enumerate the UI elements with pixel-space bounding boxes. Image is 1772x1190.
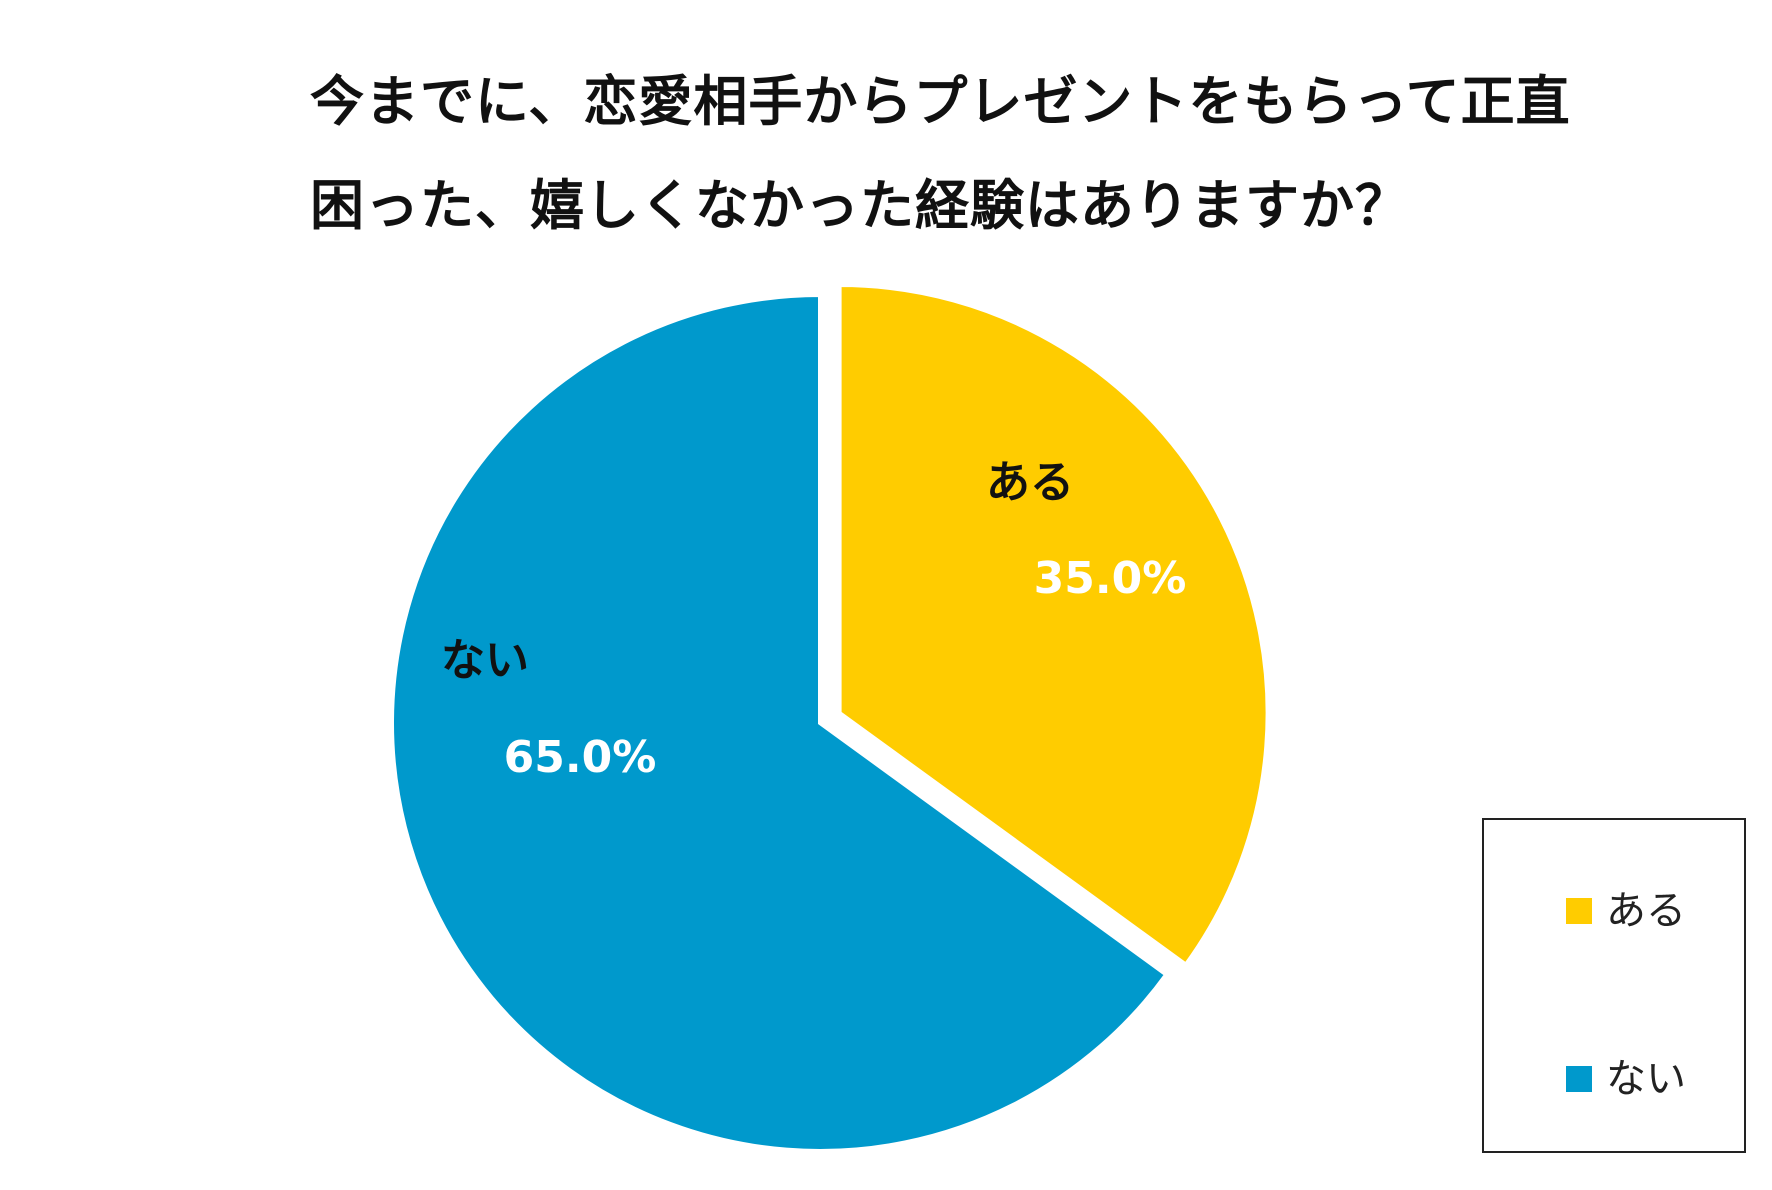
legend-label-aru: ある <box>1606 888 1686 934</box>
chart-title: 今までに、恋愛相手からプレゼントをもらって正直 困った、嬉しくなかった経験はあり… <box>310 50 1610 258</box>
legend-swatch-nai <box>1566 1066 1592 1092</box>
pie-slice-nai <box>390 292 1170 1153</box>
chart-title-line-1: 今までに、恋愛相手からプレゼントをもらって正直 <box>310 70 1571 133</box>
slice-label-aru: ある <box>986 457 1074 508</box>
chart-title-line-2: 困った、嬉しくなかった経験はありますか？ <box>310 174 1410 237</box>
slice-value-label-aru: 35.0% <box>1034 553 1187 604</box>
legend-item-aru: ある <box>1566 878 1686 936</box>
slice-label-nai: ない <box>441 635 529 686</box>
legend-item-nai: ない <box>1566 1046 1686 1104</box>
legend-label-nai: ない <box>1606 1056 1686 1102</box>
slice-value-label-nai: 65.0% <box>504 732 657 783</box>
pie-slice-aru <box>837 283 1270 968</box>
legend-swatch-aru <box>1566 898 1592 924</box>
legend: ある ない <box>1482 818 1746 1153</box>
